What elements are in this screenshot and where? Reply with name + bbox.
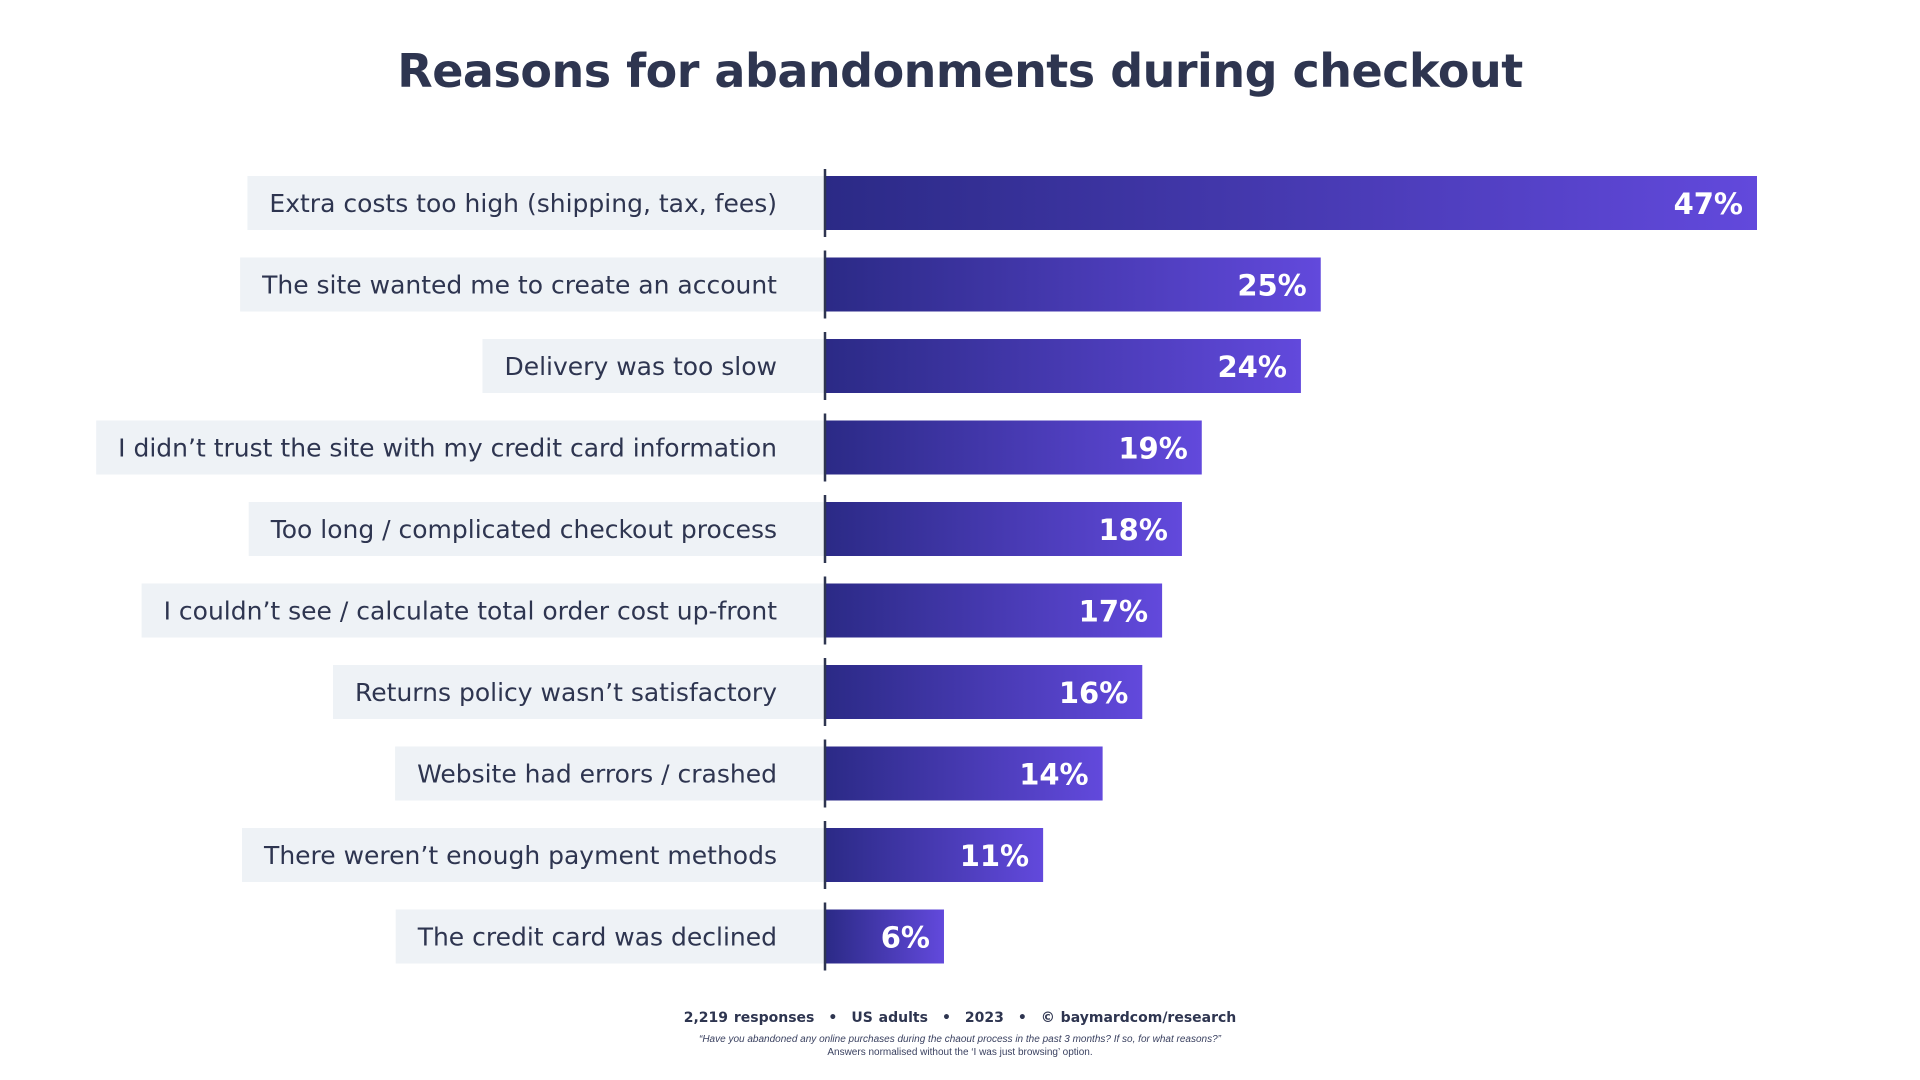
footer-year: 2023: [964, 1010, 1004, 1026]
bar: [825, 339, 1301, 393]
footer-separator: •: [941, 1010, 951, 1026]
bar: [825, 583, 1163, 638]
footer-source: © baymardcom/research: [1040, 1010, 1237, 1026]
category-label-background: [96, 420, 825, 475]
bar-value-label: 47%: [1674, 187, 1743, 221]
bar-value-label: 17%: [1079, 595, 1148, 629]
bar: [825, 828, 1044, 882]
footer-question: “Have you abandoned any online purchases…: [699, 1034, 1221, 1045]
bar: [825, 665, 1143, 719]
bar-value-label: 11%: [960, 839, 1029, 873]
category-label: Delivery was too slow: [504, 352, 777, 381]
category-label: Extra costs too high (shipping, tax, fee…: [269, 189, 777, 218]
category-label: The credit card was declined: [417, 923, 777, 952]
bar: [825, 909, 944, 964]
footer-responses: 2,219 responses: [683, 1010, 815, 1026]
footer-audience: US adults: [851, 1010, 928, 1026]
category-label: There weren’t enough payment methods: [263, 841, 777, 870]
category-label-background: [395, 909, 825, 964]
category-label: I didn’t trust the site with my credit c…: [118, 434, 777, 463]
category-label-background: [333, 665, 825, 719]
category-label: I couldn’t see / calculate total order c…: [164, 597, 778, 626]
category-label: Returns policy wasn’t satisfactory: [355, 678, 777, 707]
bar-value-label: 6%: [881, 921, 930, 955]
bar-value-label: 19%: [1118, 432, 1187, 466]
bar-chart: Extra costs too high (shipping, tax, fee…: [96, 169, 1757, 971]
bar: [825, 502, 1182, 556]
footer-separator: •: [1017, 1010, 1027, 1026]
bar-value-label: 24%: [1217, 350, 1286, 384]
category-label-background: [141, 583, 825, 638]
bar: [825, 176, 1757, 230]
footer-note: Answers normalised without the ‘I was ju…: [827, 1047, 1093, 1058]
bar-value-label: 18%: [1099, 513, 1168, 547]
category-label-background: [248, 502, 825, 556]
bar-value-label: 16%: [1059, 676, 1128, 710]
footer-meta: 2,219 responses • US adults • 2023 • © baymard…: [0, 1010, 1920, 1026]
bar: [825, 420, 1202, 475]
bar-value-label: 14%: [1019, 758, 1088, 792]
category-label: The site wanted me to create an account: [261, 271, 777, 300]
category-label: Too long / complicated checkout process: [270, 515, 777, 544]
category-label-background: [482, 339, 825, 393]
footer-separator: •: [828, 1010, 838, 1026]
category-label: Website had errors / crashed: [417, 760, 777, 789]
category-label-background: [247, 176, 825, 230]
bar-value-label: 25%: [1237, 269, 1306, 303]
category-label-background: [242, 828, 825, 882]
chart-title: Reasons for abandonments during checkout: [397, 44, 1523, 98]
category-label-background: [395, 746, 825, 801]
bar: [825, 257, 1321, 312]
bar: [825, 746, 1103, 801]
category-label-background: [240, 257, 825, 312]
